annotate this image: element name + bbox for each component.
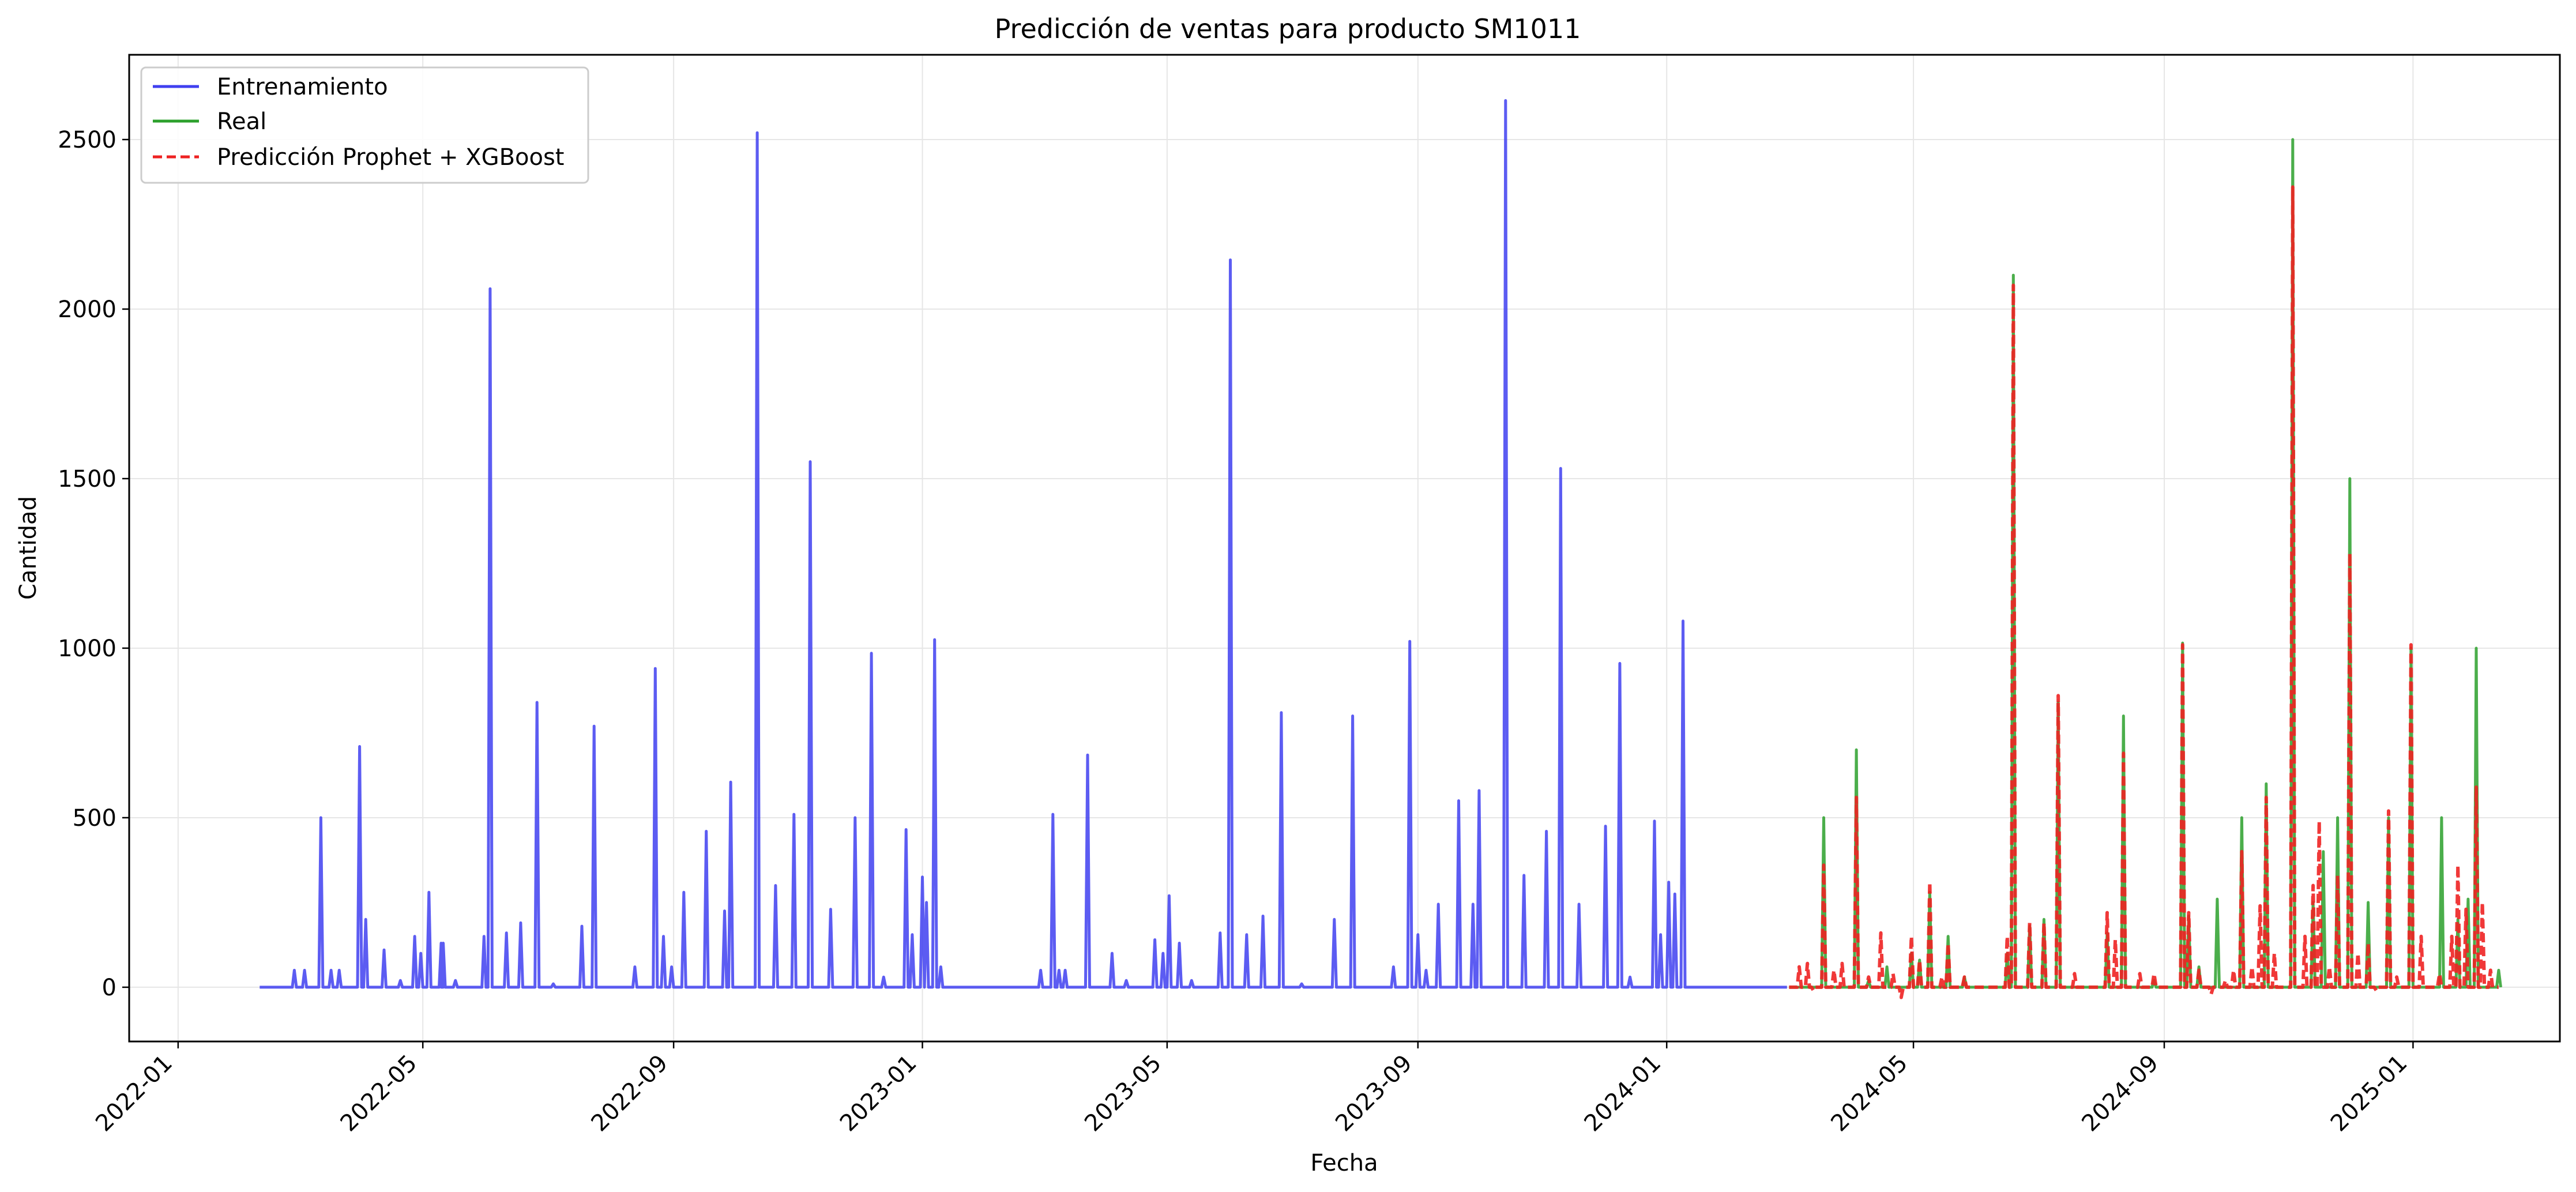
x-tick-label: 2024-05 xyxy=(1826,1050,1913,1137)
x-tick-label: 2025-01 xyxy=(2326,1050,2413,1137)
series-line-0 xyxy=(260,99,1787,989)
legend-label-prediccion: Predicción Prophet + XGBoost xyxy=(217,144,564,171)
series-line-2 xyxy=(1789,185,2499,999)
legend-label-real: Real xyxy=(217,108,266,135)
y-tick-label: 500 xyxy=(73,805,116,832)
plot-frame xyxy=(128,54,2561,1043)
legend-box xyxy=(140,66,589,184)
x-tick-label: 2023-05 xyxy=(1080,1050,1167,1137)
plot-area xyxy=(129,55,2560,1041)
chart-title: Predicción de ventas para producto SM101… xyxy=(995,13,1581,44)
legend: Entrenamiento Real Predicción Prophet + … xyxy=(140,66,589,184)
x-tick-label: 2023-09 xyxy=(1330,1050,1417,1137)
x-tick-label: 2022-01 xyxy=(91,1050,178,1137)
y-tick-label: 0 xyxy=(102,975,116,1001)
y-tick-label: 1000 xyxy=(58,636,116,662)
y-tick-label: 2000 xyxy=(58,296,116,323)
x-tick-label: 2023-01 xyxy=(835,1050,922,1137)
x-tick-label: 2024-09 xyxy=(2077,1050,2164,1137)
x-axis-label: Fecha xyxy=(1310,1150,1378,1176)
legend-label-entrenamiento: Entrenamiento xyxy=(217,74,388,100)
x-tick-label: 2022-05 xyxy=(336,1050,423,1137)
series xyxy=(260,99,2502,999)
x-tick-label: 2022-09 xyxy=(586,1050,673,1137)
y-tick-label: 1500 xyxy=(58,466,116,492)
x-tick-label: 2024-01 xyxy=(1580,1050,1667,1137)
y-axis-label: Cantidad xyxy=(15,496,42,600)
y-tick-label: 2500 xyxy=(58,127,116,153)
